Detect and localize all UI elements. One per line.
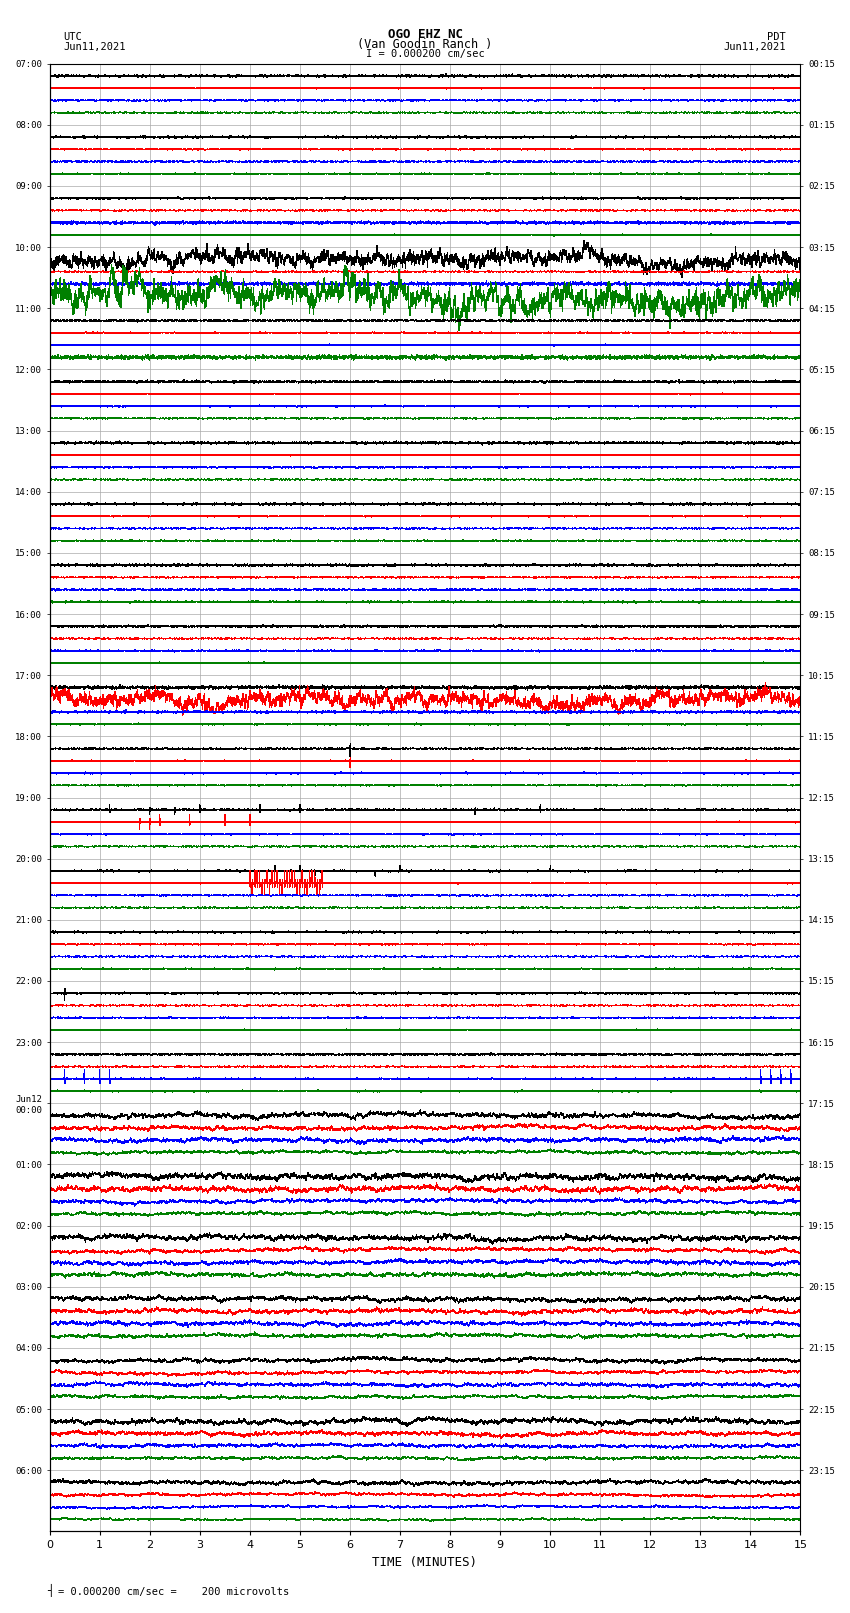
Text: PDT: PDT (768, 32, 786, 42)
Text: ┤: ┤ (47, 1584, 54, 1597)
Text: UTC: UTC (64, 32, 82, 42)
Text: = 0.000200 cm/sec =    200 microvolts: = 0.000200 cm/sec = 200 microvolts (58, 1587, 289, 1597)
Text: Jun11,2021: Jun11,2021 (64, 42, 127, 52)
Text: Jun11,2021: Jun11,2021 (723, 42, 786, 52)
X-axis label: TIME (MINUTES): TIME (MINUTES) (372, 1557, 478, 1569)
Text: OGO EHZ NC: OGO EHZ NC (388, 27, 462, 40)
Text: I = 0.000200 cm/sec: I = 0.000200 cm/sec (366, 48, 484, 58)
Text: (Van Goodin Ranch ): (Van Goodin Ranch ) (357, 37, 493, 50)
